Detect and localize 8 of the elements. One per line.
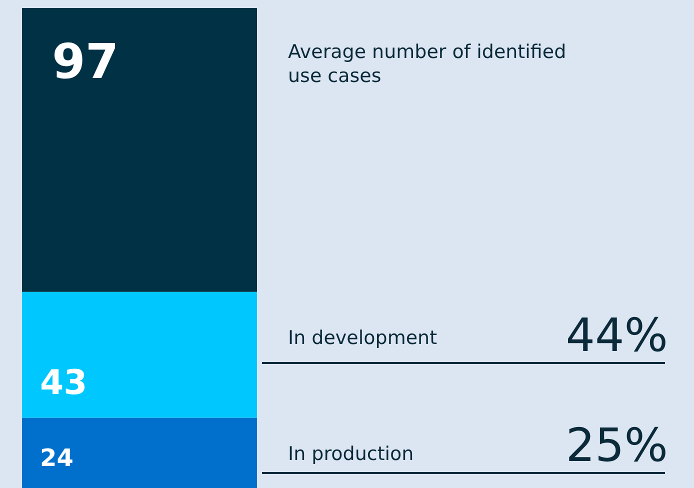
series-label: In development [288, 326, 438, 349]
series-label: Average number of identified use cases [288, 40, 568, 88]
data-label: 97 [52, 34, 119, 90]
text: 44% [564, 308, 668, 362]
text: 25% [564, 418, 668, 472]
data-label: 24 [40, 444, 74, 472]
data-label: 43 [40, 362, 88, 403]
series-label: In production [288, 443, 414, 465]
